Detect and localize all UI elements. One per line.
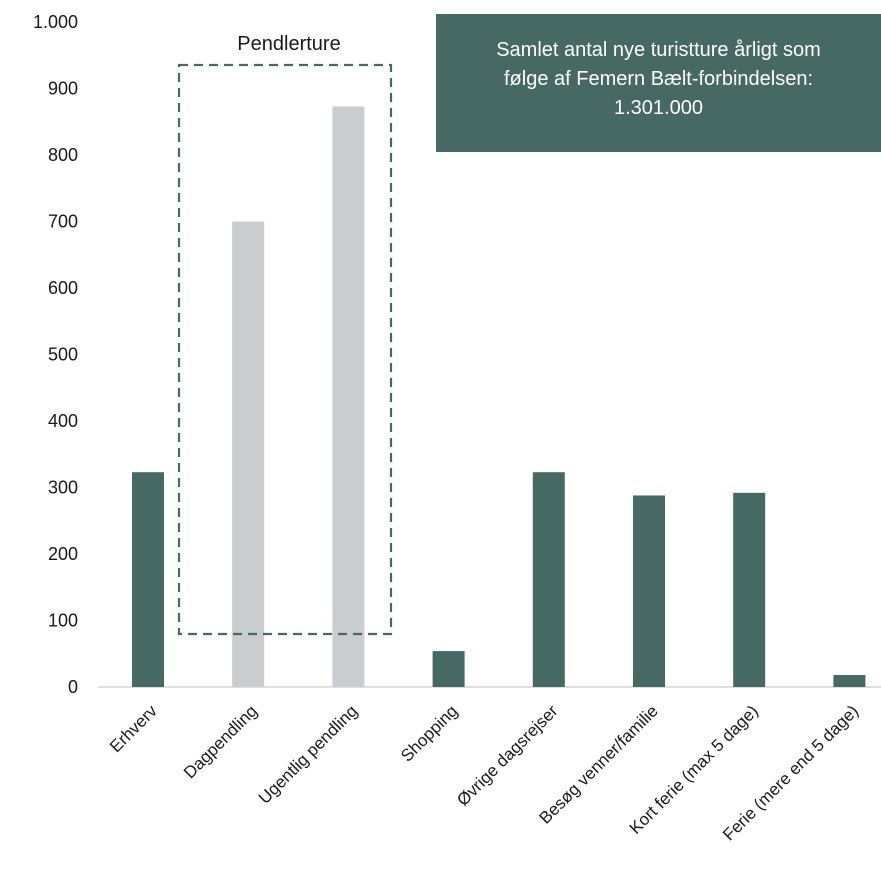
callout-line-1: Samlet antal nye turistture årligt som bbox=[496, 39, 821, 61]
bar-4 bbox=[532, 472, 565, 687]
category-label: Øvrige dagsrejser bbox=[453, 701, 562, 810]
y-tick-label: 400 bbox=[48, 411, 78, 431]
bar-7 bbox=[833, 675, 866, 687]
y-tick-label: 300 bbox=[48, 478, 78, 498]
callout-box bbox=[436, 14, 881, 152]
bar-1 bbox=[232, 221, 265, 687]
commuter-group-dashed-box bbox=[177, 63, 393, 636]
y-tick-label: 100 bbox=[48, 611, 78, 631]
y-tick-label: 900 bbox=[48, 79, 78, 99]
category-label: Dagpendling bbox=[180, 701, 261, 782]
category-label: Ugentlig pendling bbox=[255, 701, 361, 807]
callout-text: Samlet antal nye turistture årligt som f… bbox=[436, 14, 881, 152]
y-tick-label: 500 bbox=[48, 345, 78, 365]
y-tick-label: 1.000 bbox=[33, 12, 78, 32]
bars bbox=[132, 106, 866, 687]
bar-2 bbox=[332, 106, 365, 687]
commuter-group-label: Pendlerture bbox=[237, 33, 340, 55]
bar-3 bbox=[432, 651, 465, 687]
bar-0 bbox=[132, 472, 164, 687]
category-label: Shopping bbox=[397, 701, 461, 765]
y-axis-ticks: 0 100 200 300 400 500 600 700 800 900 1.000 bbox=[33, 12, 78, 697]
category-label: Erhverv bbox=[106, 701, 161, 756]
callout-line-3: 1.301.000 bbox=[614, 97, 703, 119]
y-tick-label: 200 bbox=[48, 544, 78, 564]
y-tick-label: 0 bbox=[68, 677, 78, 697]
y-tick-label: 700 bbox=[48, 212, 78, 232]
callout-line-2: følge af Femern Bælt-forbindelsen: bbox=[503, 68, 814, 90]
y-tick-label: 600 bbox=[48, 278, 78, 298]
bar-5 bbox=[633, 495, 665, 687]
y-tick-label: 800 bbox=[48, 145, 78, 165]
bar-6 bbox=[733, 492, 766, 687]
